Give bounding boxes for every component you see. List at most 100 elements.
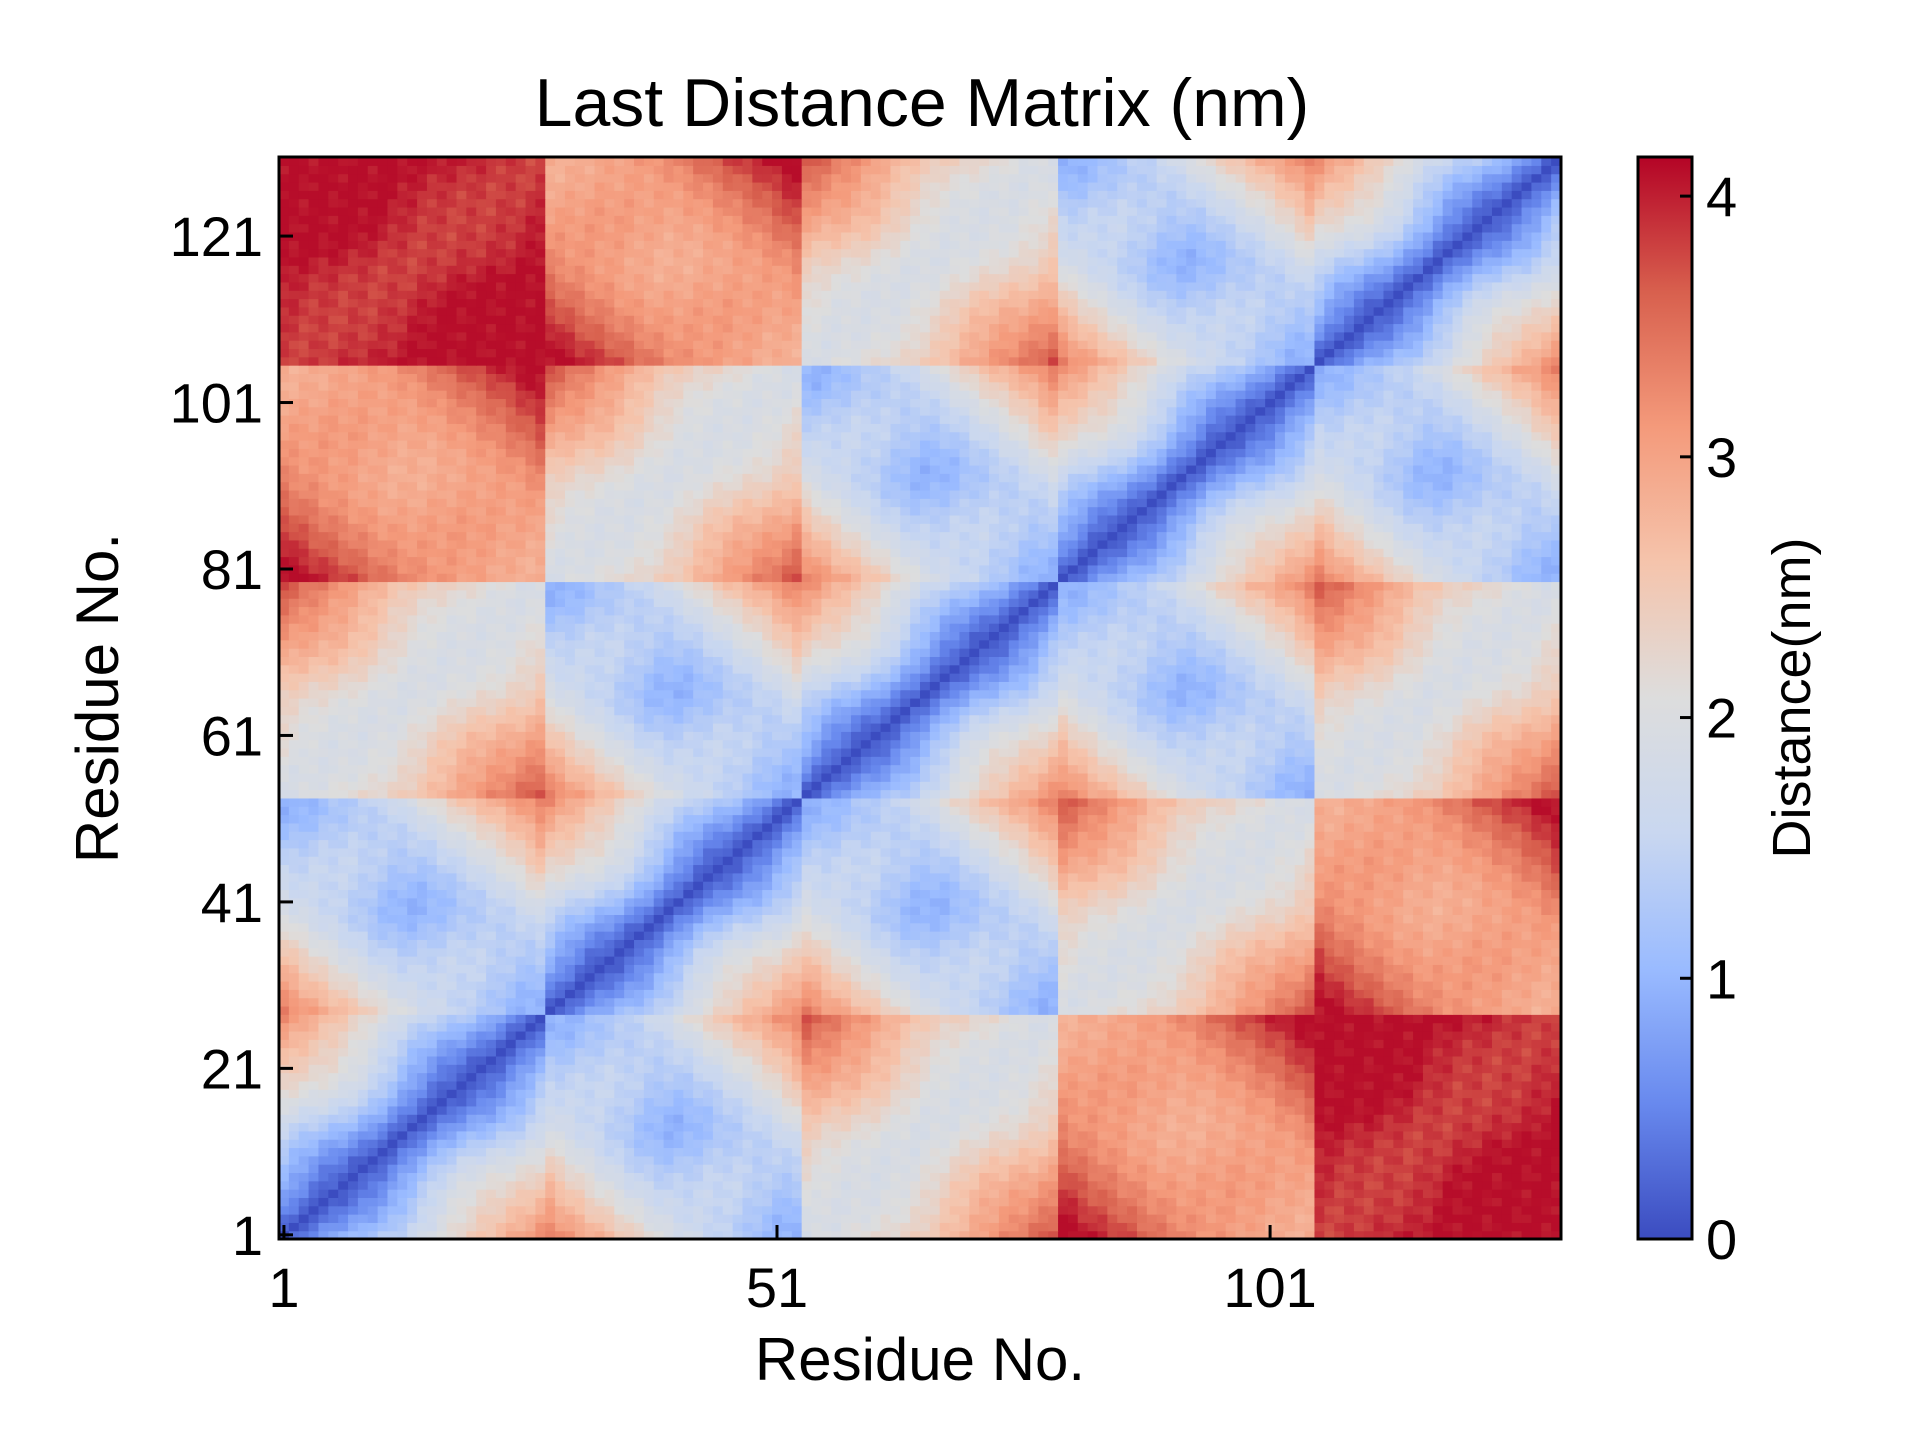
- heatmap-cell: [1008, 1197, 1020, 1207]
- heatmap-cell: [495, 1130, 507, 1140]
- heatmap-cell: [969, 947, 980, 957]
- heatmap-cell: [850, 1072, 862, 1082]
- heatmap-cell: [1294, 1230, 1306, 1240]
- heatmap-cell: [1255, 1164, 1266, 1174]
- heatmap-cell: [328, 1230, 339, 1240]
- heatmap-cell: [1107, 1097, 1118, 1107]
- heatmap-cell: [1452, 922, 1463, 932]
- heatmap-cell: [1491, 1005, 1503, 1015]
- heatmap-cell: [328, 922, 339, 932]
- heatmap-cell: [1393, 1155, 1404, 1165]
- heatmap-cell: [574, 931, 586, 940]
- heatmap-cell: [545, 1189, 556, 1198]
- heatmap-cell: [653, 1105, 665, 1115]
- heatmap-cell: [1186, 1039, 1197, 1049]
- heatmap-cell: [1008, 1097, 1020, 1107]
- heatmap-cell: [279, 1105, 290, 1115]
- heatmap-cell: [949, 1030, 961, 1040]
- heatmap-cell: [1344, 1089, 1355, 1099]
- heatmap-cell: [880, 997, 892, 1007]
- heatmap-cell: [446, 964, 458, 974]
- heatmap-cell: [1117, 1139, 1128, 1149]
- heatmap-cell: [920, 1005, 931, 1015]
- heatmap-cell: [801, 1055, 813, 1065]
- heatmap-cell: [1551, 1155, 1562, 1165]
- heatmap-cell: [535, 956, 546, 965]
- heatmap-cell: [1284, 931, 1296, 940]
- heatmap-cell: [1196, 1130, 1207, 1140]
- heatmap-cell: [1196, 1014, 1207, 1024]
- heatmap-cell: [1067, 1172, 1079, 1182]
- heatmap-cell: [949, 947, 961, 957]
- heatmap-cell: [574, 922, 586, 932]
- heatmap-cell: [1432, 1030, 1444, 1040]
- heatmap-cell: [1235, 1214, 1247, 1223]
- heatmap-cell: [703, 964, 714, 974]
- heatmap-cell: [1225, 1205, 1237, 1215]
- heatmap-cell: [1541, 1155, 1552, 1165]
- heatmap-cell: [634, 1122, 645, 1132]
- heatmap-cell: [1353, 1014, 1365, 1024]
- heatmap-cell: [525, 1147, 536, 1157]
- heatmap-cell: [959, 989, 970, 999]
- heatmap-cell: [308, 1130, 320, 1140]
- heatmap-cell: [841, 1072, 852, 1082]
- heatmap-cell: [801, 1164, 813, 1174]
- heatmap-cell: [1058, 1180, 1069, 1190]
- heatmap-cell: [436, 1197, 448, 1207]
- heatmap-cell: [1186, 1172, 1197, 1182]
- heatmap-cell: [1403, 964, 1414, 974]
- heatmap-cell: [535, 1189, 546, 1198]
- heatmap-cell: [1413, 939, 1424, 949]
- heatmap-cell: [949, 980, 961, 990]
- heatmap-cell: [574, 1222, 586, 1232]
- heatmap-cell: [663, 1172, 675, 1182]
- heatmap-cell: [781, 1214, 793, 1223]
- heatmap-cell: [762, 1089, 773, 1099]
- heatmap-cell: [436, 1030, 448, 1040]
- heatmap-cell: [515, 1080, 527, 1090]
- heatmap-cell: [298, 1047, 310, 1057]
- heatmap-cell: [1491, 1130, 1503, 1140]
- heatmap-cell: [732, 1080, 744, 1090]
- heatmap-cell: [683, 980, 694, 990]
- heatmap-cell: [466, 964, 477, 974]
- heatmap-cell: [870, 1197, 882, 1207]
- heatmap-cell: [920, 1222, 931, 1232]
- heatmap-cell: [772, 1089, 783, 1099]
- heatmap-cell: [801, 1005, 813, 1015]
- heatmap-cell: [1117, 1172, 1128, 1182]
- heatmap-cell: [436, 1164, 448, 1174]
- heatmap-cell: [338, 980, 349, 990]
- heatmap-cell: [1541, 1230, 1552, 1240]
- heatmap-cell: [1205, 972, 1217, 982]
- heatmap-cell: [969, 1047, 980, 1057]
- heatmap-cell: [1422, 989, 1434, 999]
- heatmap-cell: [1353, 989, 1365, 999]
- heatmap-cell: [1008, 1130, 1020, 1140]
- heatmap-cell: [1176, 1180, 1187, 1190]
- heatmap-cell: [1245, 1147, 1256, 1157]
- heatmap-cell: [387, 947, 398, 957]
- heatmap-cell: [1275, 1189, 1286, 1198]
- heatmap-cell: [1048, 1080, 1059, 1090]
- heatmap-cell: [1245, 922, 1256, 932]
- heatmap-cell: [328, 1147, 339, 1157]
- heatmap-cell: [1501, 1105, 1513, 1115]
- heatmap-cell: [900, 1214, 911, 1223]
- heatmap-cell: [614, 1105, 625, 1115]
- heatmap-cell: [1363, 1122, 1375, 1132]
- heatmap-cell: [564, 1072, 576, 1082]
- heatmap-cell: [1363, 997, 1375, 1007]
- heatmap-cell: [811, 1130, 822, 1140]
- heatmap-cell: [929, 1055, 941, 1065]
- heatmap-cell: [1432, 1130, 1444, 1140]
- heatmap-cell: [1482, 1164, 1493, 1174]
- heatmap-cell: [574, 1055, 586, 1065]
- heatmap-cell: [417, 1122, 428, 1132]
- heatmap-cell: [1136, 922, 1148, 932]
- heatmap-cell: [1225, 1014, 1237, 1024]
- heatmap-cell: [821, 1105, 832, 1115]
- heatmap-cell: [1472, 1214, 1483, 1223]
- heatmap-cell: [1097, 1155, 1108, 1165]
